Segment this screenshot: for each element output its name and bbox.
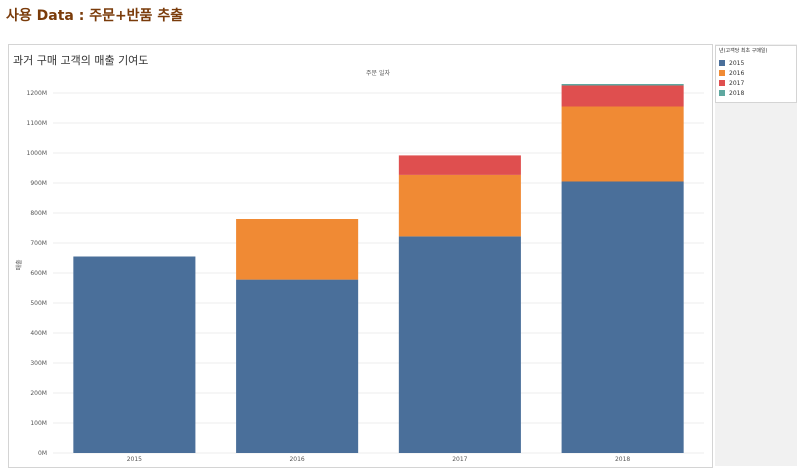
bar-2016-series-2016 <box>236 219 359 280</box>
y-tick-label: 1200M <box>27 90 47 97</box>
legend-swatch <box>719 70 725 76</box>
legend-item-2017: 2017 <box>719 79 744 87</box>
legend-box <box>715 45 797 103</box>
y-tick-label: 100M <box>30 420 47 427</box>
y-tick-label: 700M <box>30 240 47 247</box>
y-tick-label: 300M <box>30 360 47 367</box>
bar-2018-series-2017 <box>561 85 684 107</box>
x-tick-label: 2018 <box>615 456 630 463</box>
legend-item-2016: 2016 <box>719 69 744 77</box>
y-tick-label: 800M <box>30 210 47 217</box>
legend-item-2018: 2018 <box>719 89 744 97</box>
legend-label: 2018 <box>729 89 745 97</box>
x-tick-label: 2015 <box>127 456 142 463</box>
bar-2018-series-2015 <box>561 181 684 453</box>
legend-title: 년(고객당 최초 구매일) <box>719 48 768 54</box>
y-tick-label: 200M <box>30 390 47 397</box>
legend-swatch <box>719 90 725 96</box>
bar-2018-series-2018 <box>561 84 684 86</box>
bar-2015-series-2015 <box>73 256 196 453</box>
legend-item-2015: 2015 <box>719 59 744 67</box>
y-tick-label: 0M <box>38 450 47 457</box>
x-tick-label: 2017 <box>452 456 467 463</box>
bar-2016-series-2015 <box>236 279 359 453</box>
y-axis-title: 매출 <box>15 259 23 271</box>
bar-2018-series-2016 <box>561 106 684 182</box>
legend-swatch <box>719 60 725 66</box>
y-tick-label: 400M <box>30 330 47 337</box>
legend-label: 2015 <box>729 59 745 67</box>
bar-2017-series-2016 <box>398 174 521 237</box>
x-axis-title: 주문 일자 <box>366 69 390 77</box>
chart-title: 과거 구매 고객의 매출 기여도 <box>13 54 149 67</box>
y-tick-label: 1000M <box>27 150 47 157</box>
page-heading: 사용 Data : 주문+반품 추출 <box>6 8 184 24</box>
legend-label: 2016 <box>729 69 745 77</box>
legend-panel <box>715 44 797 466</box>
legend-label: 2017 <box>729 79 745 87</box>
legend-swatch <box>719 80 725 86</box>
y-tick-label: 600M <box>30 270 47 277</box>
bar-2017-series-2017 <box>398 155 521 175</box>
x-tick-label: 2016 <box>289 456 304 463</box>
y-tick-label: 900M <box>30 180 47 187</box>
y-tick-label: 500M <box>30 300 47 307</box>
bar-2017-series-2015 <box>398 236 521 453</box>
y-tick-label: 1100M <box>27 120 47 127</box>
